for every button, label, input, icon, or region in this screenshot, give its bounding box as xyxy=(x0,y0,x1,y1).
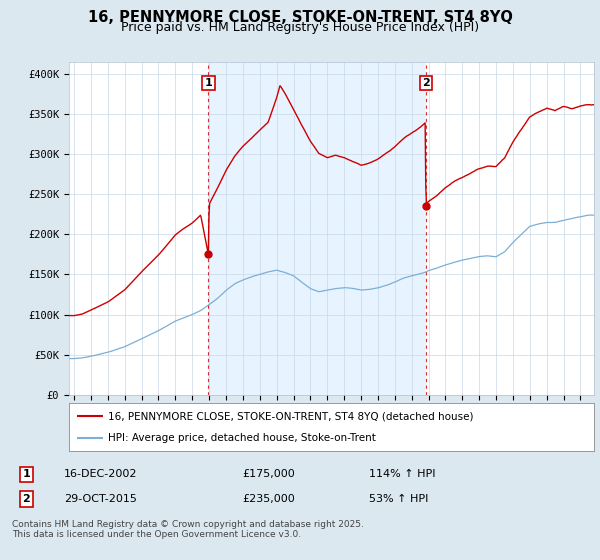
Text: 2: 2 xyxy=(422,78,430,88)
Text: 29-OCT-2015: 29-OCT-2015 xyxy=(64,494,137,504)
Text: 16, PENNYMORE CLOSE, STOKE-ON-TRENT, ST4 8YQ: 16, PENNYMORE CLOSE, STOKE-ON-TRENT, ST4… xyxy=(88,10,512,25)
Text: HPI: Average price, detached house, Stoke-on-Trent: HPI: Average price, detached house, Stok… xyxy=(109,433,376,443)
Text: 1: 1 xyxy=(205,78,212,88)
Text: 2: 2 xyxy=(23,494,30,504)
Text: £235,000: £235,000 xyxy=(242,494,295,504)
Text: 16-DEC-2002: 16-DEC-2002 xyxy=(64,469,137,479)
Bar xyxy=(208,62,425,395)
Text: 16, PENNYMORE CLOSE, STOKE-ON-TRENT, ST4 8YQ (detached house): 16, PENNYMORE CLOSE, STOKE-ON-TRENT, ST4… xyxy=(109,411,474,421)
Text: 1: 1 xyxy=(23,469,30,479)
Text: 114% ↑ HPI: 114% ↑ HPI xyxy=(369,469,436,479)
Text: Contains HM Land Registry data © Crown copyright and database right 2025.
This d: Contains HM Land Registry data © Crown c… xyxy=(12,520,364,539)
Text: Price paid vs. HM Land Registry's House Price Index (HPI): Price paid vs. HM Land Registry's House … xyxy=(121,21,479,34)
Text: 53% ↑ HPI: 53% ↑ HPI xyxy=(369,494,428,504)
Text: £175,000: £175,000 xyxy=(242,469,295,479)
